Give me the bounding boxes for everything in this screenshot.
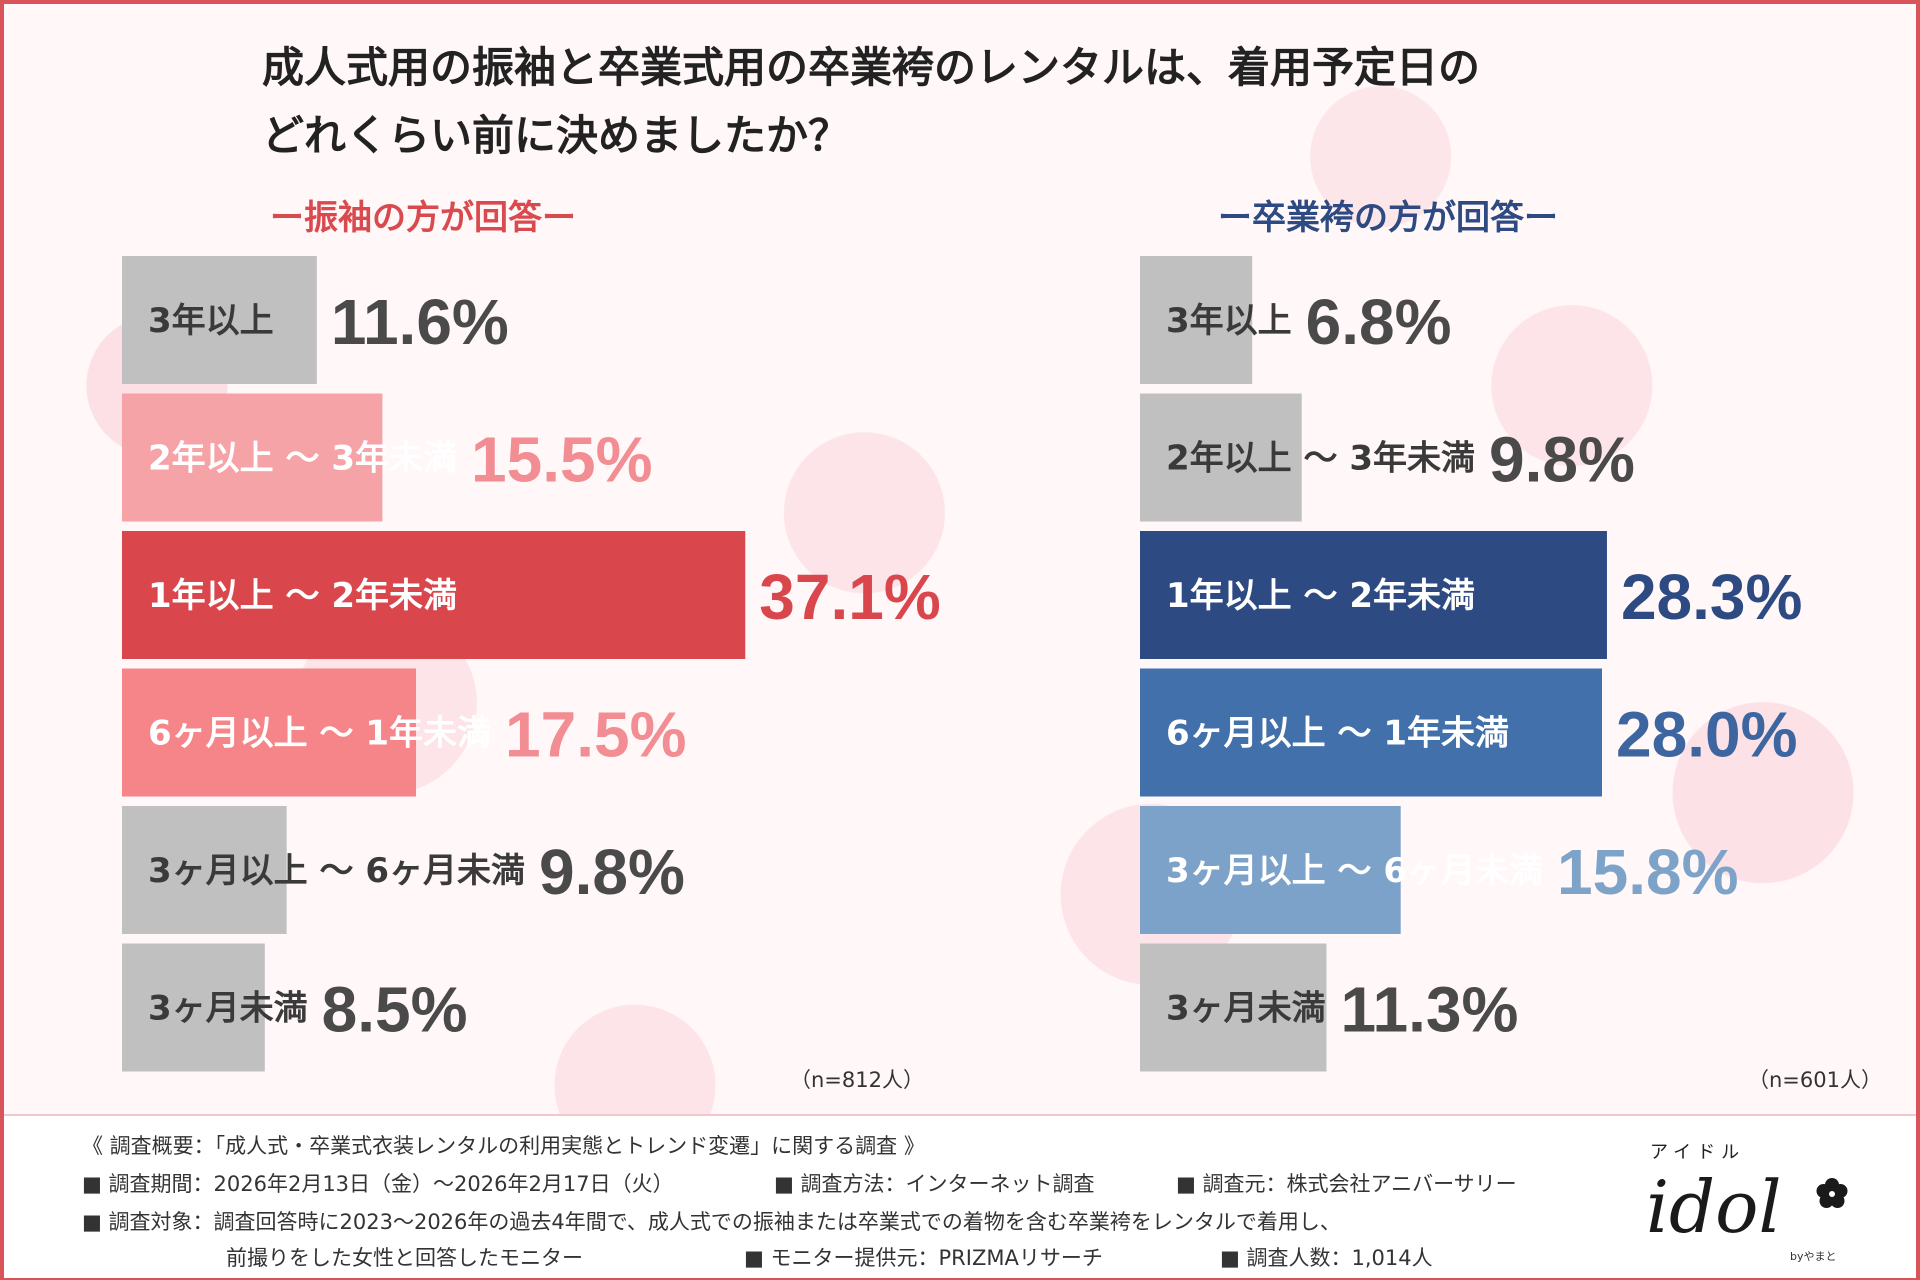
furisode-bar-group: 2年以上 ～ 3年未満 15.5% — [122, 393, 652, 522]
furisode-category-label: 1年以上 ～ 2年未満 — [148, 576, 457, 616]
hakama-bar-group: 3年以上 6.8% — [1140, 256, 1452, 384]
title-line-1: 成人式用の振袖と卒業式用の卒業袴のレンタルは、着用予定日の — [262, 43, 1481, 92]
survey-source: ■ 調査元：株式会社アニバーサリー — [1176, 1172, 1517, 1196]
furisode-bar — [122, 531, 746, 659]
furisode-bar — [122, 668, 416, 797]
hakama-bar — [1140, 531, 1607, 659]
furisode-category-label: 3ヶ月未満 — [148, 989, 308, 1029]
hakama-bar-group: 3ヶ月未満 11.3% — [1140, 943, 1518, 1072]
hakama-value-label: 15.8% — [1557, 836, 1738, 908]
furisode-value-label: 8.5% — [322, 974, 468, 1046]
furisode-bar — [122, 806, 287, 934]
furisode-value-label: 9.8% — [539, 836, 685, 908]
furisode-category-label: 3ヶ月以上 ～ 6ヶ月未満 — [148, 851, 525, 891]
title-line-2: どれくらい前に決めましたか？ — [262, 111, 851, 160]
survey-target-line-1: ■ 調査対象：調査回答時に2023～2026年の過去4年間で、成人式での振袖また… — [82, 1210, 1341, 1234]
survey-provider: ■ モニター提供元：PRIZMAリサーチ — [744, 1246, 1103, 1270]
hakama-category-label: 3年以上 — [1166, 301, 1292, 341]
furisode-bar-group: 1年以上 ～ 2年未満 37.1% — [122, 531, 941, 659]
furisode-bar-group: 3ヶ月以上 ～ 6ヶ月未満 9.8% — [122, 806, 685, 934]
survey-method: ■ 調査方法：インターネット調査 — [774, 1172, 1095, 1196]
hakama-category-label: 3ヶ月未満 — [1166, 989, 1326, 1029]
hakama-bar-group: 1年以上 ～ 2年未満 28.3% — [1140, 531, 1802, 659]
hakama-value-label: 28.3% — [1621, 561, 1802, 633]
bar-charts: 3年以上 11.6% 2年以上 ～ 3年未満 15.5% 1年以上 ～ 2年未満 37.1… — [122, 256, 1802, 1072]
furisode-value-label: 37.1% — [759, 561, 940, 633]
hakama-sample-size: （n=601人） — [1748, 1068, 1882, 1092]
hakama-chart-title: ー卒業袴の方が回答ー — [1218, 198, 1558, 238]
furisode-category-label: 3年以上 — [148, 301, 274, 341]
furisode-value-label: 15.5% — [471, 424, 652, 496]
furisode-category-label: 6ヶ月以上 ～ 1年未満 — [148, 714, 491, 754]
hakama-bar-group: 2年以上 ～ 3年未満 9.8% — [1140, 393, 1635, 522]
hakama-bar-group: 3ヶ月以上 ～ 6ヶ月未満 15.8% — [1140, 806, 1738, 934]
furisode-chart-title: ー振袖の方が回答ー — [270, 198, 576, 238]
hakama-bar — [1140, 393, 1302, 522]
furisode-category-label: 2年以上 ～ 3年未満 — [148, 439, 457, 479]
hakama-value-label: 28.0% — [1616, 699, 1797, 771]
hakama-bar — [1140, 256, 1253, 384]
furisode-bar-group: 3年以上 11.6% — [122, 256, 509, 384]
hakama-bar — [1140, 806, 1401, 934]
logo-kana: アイドル — [1650, 1142, 1745, 1163]
survey-target-line-2: 前撮りをした女性と回答したモニター — [226, 1246, 583, 1270]
survey-period: ■ 調査期間：2026年2月13日（金）～2026年2月17日（火） — [82, 1172, 674, 1196]
hakama-value-label: 6.8% — [1306, 286, 1452, 358]
hakama-bar-group: 6ヶ月以上 ～ 1年未満 28.0% — [1140, 668, 1797, 797]
survey-footer: 《 調査概要：「成人式・卒業式衣装レンタルの利用実態とトレンド変遷」に関する調査… — [4, 1114, 1916, 1278]
furisode-bar-group: 3ヶ月未満 8.5% — [122, 943, 468, 1072]
furisode-bar-group: 6ヶ月以上 ～ 1年未満 17.5% — [122, 668, 686, 797]
furisode-bar — [122, 943, 265, 1072]
furisode-bar — [122, 256, 317, 384]
logo-by: byやまと — [1790, 1250, 1837, 1263]
hakama-value-label: 9.8% — [1489, 424, 1635, 496]
hakama-category-label: 1年以上 ～ 2年未満 — [1166, 576, 1475, 616]
logo-word: idol — [1646, 1165, 1782, 1249]
hakama-bar — [1140, 943, 1327, 1072]
hakama-category-label: 6ヶ月以上 ～ 1年未満 — [1166, 714, 1509, 754]
furisode-value-label: 17.5% — [505, 699, 686, 771]
hakama-category-label: 2年以上 ～ 3年未満 — [1166, 439, 1475, 479]
survey-summary: 《 調査概要：「成人式・卒業式衣装レンタルの利用実態とトレンド変遷」に関する調査… — [82, 1134, 925, 1158]
furisode-value-label: 11.6% — [331, 286, 509, 358]
page-title: 成人式用の振袖と卒業式用の卒業袴のレンタルは、着用予定日の どれくらい前に決めま… — [262, 34, 1762, 170]
survey-count: ■ 調査人数：1,014人 — [1220, 1246, 1433, 1270]
hakama-category-label: 3ヶ月以上 ～ 6ヶ月未満 — [1166, 851, 1543, 891]
idol-logo: アイドル idol byやまと — [1646, 1142, 1848, 1263]
hakama-bar — [1140, 668, 1602, 797]
hakama-value-label: 11.3% — [1340, 974, 1518, 1046]
furisode-sample-size: （n=812人） — [790, 1068, 924, 1092]
cherry-blossom-icon — [1816, 1178, 1848, 1208]
furisode-bar — [122, 393, 383, 522]
